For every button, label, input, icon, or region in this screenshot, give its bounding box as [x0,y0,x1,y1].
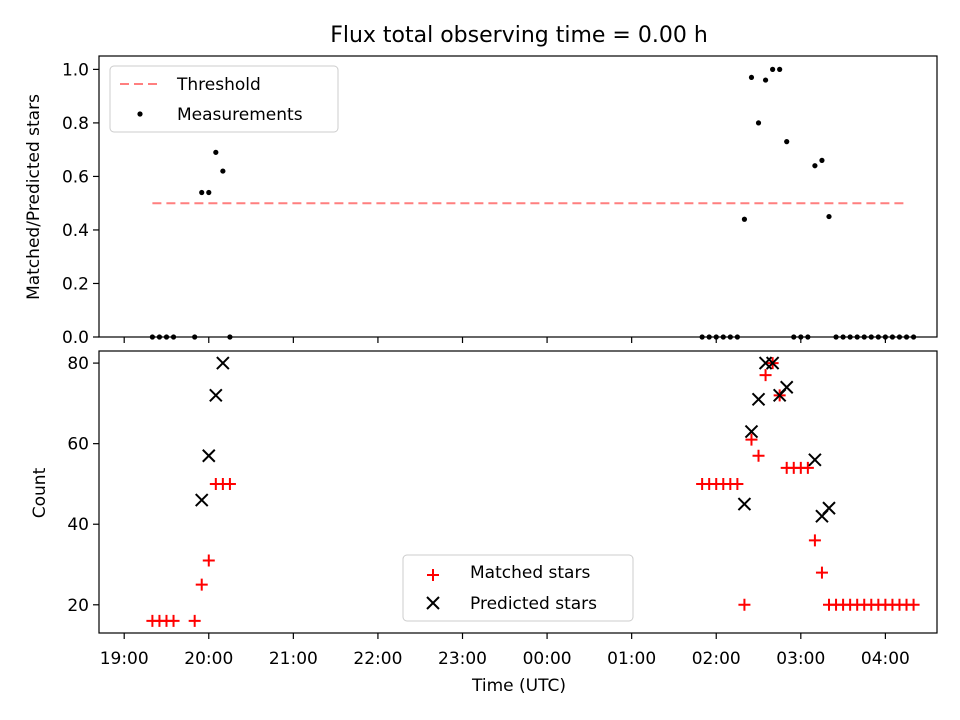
matched-star-point [167,614,180,627]
matched-star-point [752,449,765,462]
top-legend: Threshold Measurements [109,65,339,133]
bottom-x-tick-label: 00:00 [523,649,572,669]
top-y-axis-label: Matched/Predicted stars [24,94,44,300]
matched-star-point [808,534,821,547]
legend-predicted-label: Predicted stars [470,594,597,614]
bottom-x-tick-label: 20:00 [184,649,233,669]
measurement-point [199,189,205,196]
top-y-tick-label: 0.8 [62,114,89,134]
measurement-point [220,168,226,174]
bottom-y-tick-label: 40 [67,515,89,535]
predicted-star-point [202,449,216,463]
predicted-star-point [216,356,230,370]
bottom-panel: Count Time (UTC) [30,350,938,696]
top-axes-frame [98,55,938,338]
measurement-point [819,157,825,163]
legend-matched-swatch [427,569,439,581]
measurement-point [748,74,755,81]
bottom-x-tick-label: 04:00 [861,649,910,669]
bottom-y-axis-label: Count [30,467,50,518]
measurement-point [777,66,783,72]
matched-star-point [907,598,920,611]
top-y-tick-label: 0.6 [62,167,89,187]
matched-star-point [188,614,201,627]
predicted-star-point [765,356,780,370]
bottom-legend: Matched stars Predicted stars [402,554,634,622]
matched-star-point [801,461,814,474]
bottom-axes-frame [98,350,938,634]
bottom-x-tick-label: 03:00 [776,649,825,669]
bottom-x-tick-label: 21:00 [269,649,318,669]
predicted-star-point [751,392,766,407]
legend-matched-label: Matched stars [470,563,590,583]
legend-predicted-swatch [426,596,440,610]
bottom-x-tick-label: 19:00 [100,649,149,669]
matched-star-point [738,598,751,611]
measurement-point [755,120,762,126]
measurement-point [762,77,769,83]
top-y-tick-label: 0.2 [62,274,89,294]
top-legend-box [109,65,339,133]
bottom-x-tick-label: 23:00 [438,649,487,669]
bottom-y-tick-label: 80 [67,354,89,374]
bottom-y-tick-label: 60 [67,435,89,455]
matched-star-point [759,369,772,382]
legend-measurements-swatch [137,111,143,117]
predicted-star-point [744,424,759,439]
matched-star-point [202,554,215,567]
top-y-tick-label: 0.0 [62,328,89,348]
predicted-star-point [780,380,794,394]
predicted-star-point [209,388,223,403]
measurement-point [784,139,790,145]
top-y-tick-label: 0.4 [62,221,89,241]
bottom-legend-box [402,554,634,622]
predicted-star-point [737,497,752,511]
measurement-point [826,213,832,220]
matched-star-point [731,477,744,490]
top-panel: Flux total observing time = 0.00 h Match… [24,23,938,340]
bottom-y-tick-label: 20 [67,596,89,616]
bottom-x-tick-label: 22:00 [353,649,402,669]
predicted-star-point [822,501,836,515]
legend-threshold-label: Threshold [176,75,261,95]
bottom-x-tick-label: 02:00 [692,649,741,669]
matched-star-point [195,578,208,591]
matched-star-point [745,433,758,446]
measurement-point [213,149,219,155]
bottom-plot-area [146,356,920,627]
top-chart-title: Flux total observing time = 0.00 h [330,23,708,48]
matched-star-point [223,477,236,490]
measurement-point [770,66,776,72]
predicted-star-point [195,493,209,507]
measurement-point [741,216,748,222]
measurement-point [206,189,212,196]
measurement-point [812,163,818,169]
bottom-x-tick-label: 01:00 [607,649,656,669]
matched-star-point [815,566,828,579]
top-y-tick-label: 1.0 [62,60,89,80]
predicted-star-point [808,453,822,467]
legend-measurements-label: Measurements [177,105,303,125]
bottom-x-axis-label: Time (UTC) [471,676,566,696]
